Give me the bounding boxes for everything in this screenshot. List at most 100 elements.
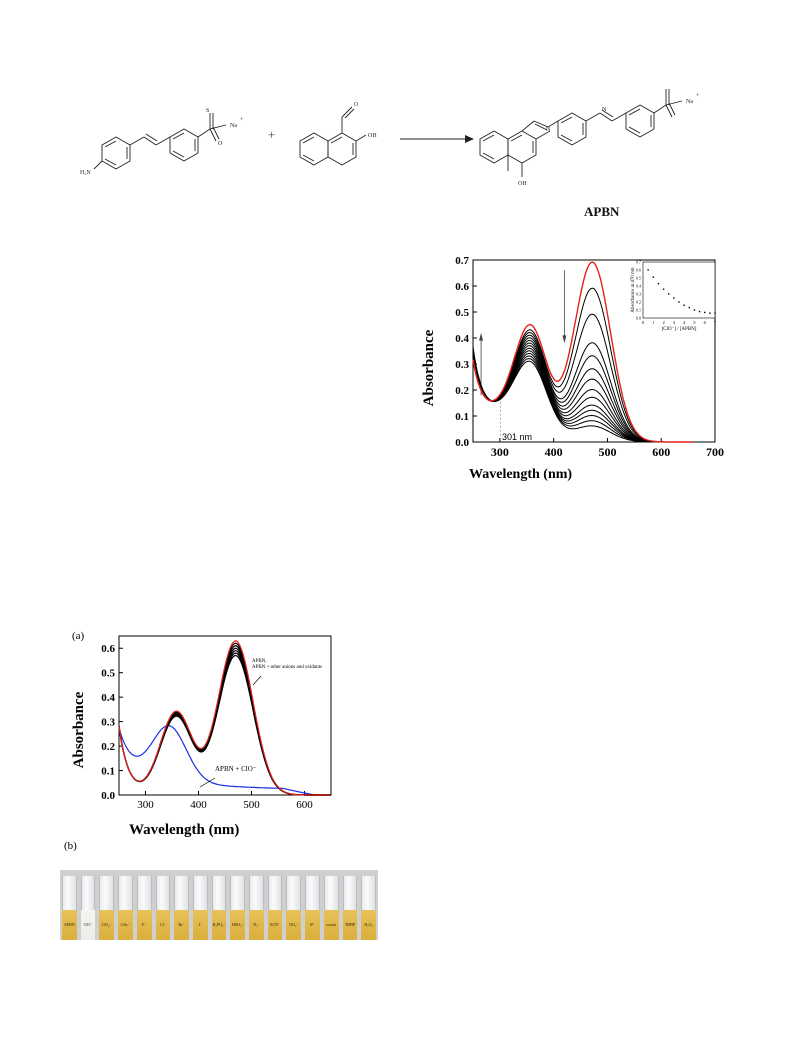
vial-photo: APBN ClO⁻ ClO₄⁻ OAc⁻ F⁻ Cl⁻ Br⁻ I⁻ H₂PO₄⁻ HSO₃⁻ N₃… <box>60 870 378 940</box>
inset-x-tick-label: 7 <box>714 320 717 325</box>
a-x-tick-label: 300 <box>137 799 154 811</box>
vial-liquid <box>99 910 115 940</box>
top-y-tick-label: 0.4 <box>455 333 469 345</box>
a-y-tick-label: 0.2 <box>101 741 115 753</box>
vial: S²⁻ <box>303 870 322 940</box>
a-y-tick-label: 0.5 <box>101 668 115 680</box>
vial-liquid <box>249 910 264 940</box>
inset-x-tick-label: 5 <box>693 320 696 325</box>
a-y-tick-label: 0.6 <box>101 643 115 655</box>
vial-glass <box>361 876 376 916</box>
top-y-tick-label: 0.0 <box>455 437 469 449</box>
a-y-tick-label: 0.4 <box>101 692 115 704</box>
vial-glass <box>211 876 227 916</box>
vial-label: F⁻ <box>141 922 147 927</box>
vial-glass <box>267 876 283 916</box>
vial-liquid <box>174 910 189 940</box>
inset-x-tick-label: 4 <box>683 320 686 325</box>
vial-glass <box>118 876 133 916</box>
vial: Br⁻ <box>172 870 191 940</box>
vial-glass <box>323 876 339 916</box>
plus-sign: + <box>268 127 275 142</box>
azo-n-label: N <box>602 107 607 113</box>
a-annotation-lower-arrow <box>199 777 216 788</box>
vial-liquid <box>323 910 339 940</box>
product-cation-charge: + <box>696 93 700 99</box>
top-y-tick-label: 0.3 <box>455 359 469 371</box>
vial-liquid <box>286 910 302 940</box>
vial-liquid <box>361 910 376 940</box>
vial-label: H₂O₂ <box>364 922 373 927</box>
vial: OAc⁻ <box>116 870 135 940</box>
a-series-clo <box>118 724 331 796</box>
vial-glass <box>136 876 152 916</box>
vial: NO₂⁻ <box>284 870 303 940</box>
vial-glass <box>62 876 77 916</box>
a-x-tick-label: 500 <box>243 799 260 811</box>
a-x-axis-label: Wavelength (nm) <box>129 822 239 838</box>
reaction-scheme: H₂N S O Na + O OH OH N N Na + + APBN <box>80 89 700 219</box>
vial-glass <box>230 876 246 916</box>
inset-x-tick-label: 1 <box>652 320 654 325</box>
top-decrease-arrowhead <box>562 335 567 344</box>
vial-label: H₂PO₄⁻ <box>212 922 226 927</box>
inset-y-tick-label: 0.0 <box>636 316 641 321</box>
inset-point <box>688 306 690 309</box>
vial-glass <box>80 876 96 916</box>
a-series-apbn <box>118 640 331 796</box>
inset-y-axis-label: Absorbance at 470 nm <box>631 267 636 312</box>
vial-liquid <box>136 910 152 940</box>
top-y-tick-label: 0.6 <box>455 281 469 293</box>
reactant2-hydroxyl-label: OH <box>368 133 377 139</box>
vial-liquid <box>342 910 358 940</box>
vial-liquid <box>118 910 133 940</box>
inset-point <box>662 288 665 290</box>
vial-liquid <box>80 910 96 940</box>
top-x-tick-label: 600 <box>652 445 670 459</box>
vial-liquid <box>192 910 208 940</box>
inset-x-tick-label: 0 <box>642 320 645 325</box>
sulfonate-s-label: S <box>206 108 209 114</box>
vial-glass <box>99 876 115 916</box>
vial: Cl⁻ <box>154 870 173 940</box>
vial-glass <box>342 876 358 916</box>
vial-glass <box>249 876 264 916</box>
inset-point <box>678 301 680 303</box>
reactant2-structure <box>299 106 367 166</box>
top-series-titration <box>472 346 693 443</box>
vial: TBHP <box>341 870 360 940</box>
reactant1-structure <box>93 113 227 170</box>
product-hydroxyl-label: OH <box>518 181 527 187</box>
vial-liquid <box>62 910 77 940</box>
vial-glass <box>192 876 208 916</box>
inset-point <box>647 269 649 271</box>
product-structure <box>479 89 683 177</box>
vial: H₂O₂ <box>359 870 378 940</box>
titration-chart: 300 400 500 600 7000.00.10.20.30.40.50.60.7 … <box>421 255 724 482</box>
vial: APBN <box>60 870 79 940</box>
vial-label: ClO⁻ <box>83 922 93 927</box>
vial: F⁻ <box>135 870 154 940</box>
vial: SCN⁻ <box>266 870 285 940</box>
top-series-initial <box>472 261 693 443</box>
reactant1-cation-label: Na <box>230 123 237 129</box>
vial-label: N₃⁻ <box>253 922 260 927</box>
top-y-tick-label: 0.7 <box>455 255 469 267</box>
a-annotation-lower: APBN + ClO⁻ <box>215 765 257 773</box>
vial-label: oxone <box>326 922 337 927</box>
a-annotation-upper-arrow <box>252 675 262 686</box>
aldehyde-o-label: O <box>354 102 359 108</box>
inset-point <box>709 312 711 314</box>
panel-a-label: (a) <box>72 630 85 642</box>
vial-glass <box>286 876 302 916</box>
a-y-tick-label: 0.1 <box>101 766 115 778</box>
vial-liquid <box>155 910 171 940</box>
vial: ClO⁻ <box>79 870 98 940</box>
vial-label: NO₂⁻ <box>289 922 299 927</box>
vial-liquid <box>305 910 320 940</box>
vial-liquid <box>230 910 246 940</box>
vial: oxone <box>322 870 341 940</box>
inset-y-tick-label: 0.7 <box>636 260 641 265</box>
inset-point <box>714 312 716 314</box>
top-y-tick-label: 0.5 <box>455 307 469 319</box>
